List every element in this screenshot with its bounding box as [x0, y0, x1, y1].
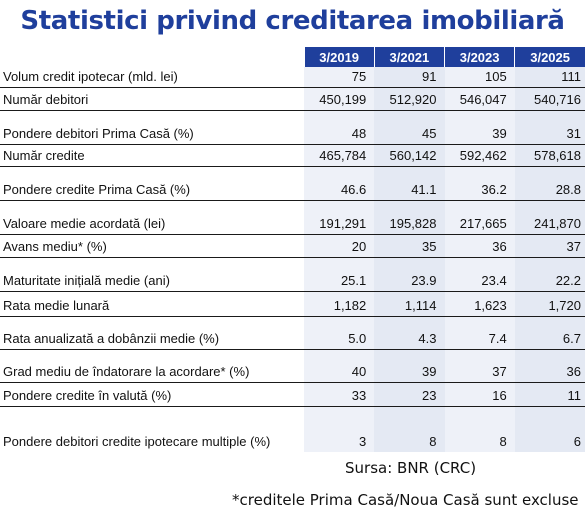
row-label: Valoare medie acordată (lei) — [0, 200, 305, 235]
row-value: 33 — [304, 382, 375, 407]
row-value: 1,720 — [514, 291, 585, 317]
table-row: Maturitate inițială medie (ani) 25.1 23.9 2… — [0, 257, 585, 292]
row-value: 241,870 — [514, 200, 585, 235]
row-label: Pondere debitori credite ipotecare multi… — [0, 406, 305, 452]
table-row: Pondere credite Prima Casă (%) 46.6 41.1 36… — [0, 166, 585, 201]
row-label: Număr debitori — [0, 87, 305, 111]
row-value: 512,920 — [374, 87, 445, 111]
row-value: 217,665 — [444, 200, 515, 235]
row-label: Volum credit ipotecar (mld. lei) — [0, 67, 305, 88]
row-value: 91 — [374, 67, 445, 88]
row-value: 1,114 — [374, 291, 445, 317]
row-value: 39 — [444, 110, 515, 145]
table-row: Pondere debitori Prima Casă (%) 48 45 39 31 — [0, 110, 585, 145]
table-row: Număr debitori 450,199 512,920 546,047 540,7… — [0, 87, 585, 111]
row-value: 4.3 — [374, 316, 445, 350]
row-value: 450,199 — [304, 87, 375, 111]
row-value: 23.4 — [444, 257, 515, 292]
row-value: 3 — [304, 406, 375, 452]
row-value: 578,618 — [514, 144, 585, 167]
row-value: 37 — [444, 349, 515, 383]
row-value: 6 — [514, 406, 585, 452]
row-value: 465,784 — [304, 144, 375, 167]
row-value: 36 — [514, 349, 585, 383]
row-value: 36.2 — [444, 166, 515, 201]
row-value: 36 — [444, 234, 515, 258]
footnote: *creditele Prima Casă/Noua Casă sunt exc… — [232, 491, 579, 509]
row-label: Avans mediu* (%) — [0, 234, 305, 258]
column-header: 3/2025 — [514, 47, 585, 67]
row-value: 592,462 — [444, 144, 515, 167]
table-row: Avans mediu* (%) 20 35 36 37 — [0, 234, 585, 258]
row-label: Număr credite — [0, 144, 305, 167]
table-row: Valoare medie acordată (lei) 191,291 195,8… — [0, 200, 585, 235]
column-header: 3/2019 — [303, 47, 375, 67]
table-row: Volum credit ipotecar (mld. lei) 75 91 105 1… — [0, 67, 585, 88]
row-value: 23 — [374, 382, 445, 407]
row-value: 48 — [304, 110, 375, 145]
statistics-table: 3/2019 3/2021 3/2023 3/2025 Volum credit… — [0, 47, 585, 452]
row-label: Maturitate inițială medie (ani) — [0, 257, 305, 292]
row-value: 25.1 — [304, 257, 375, 292]
row-value: 540,716 — [514, 87, 585, 111]
row-value: 546,047 — [444, 87, 515, 111]
row-value: 8 — [374, 406, 445, 452]
row-value: 22.2 — [514, 257, 585, 292]
row-value: 28.8 — [514, 166, 585, 201]
row-value: 46.6 — [304, 166, 375, 201]
row-label: Rata anualizată a dobânzii medie (%) — [0, 316, 305, 350]
table-row: Pondere debitori credite ipotecare multi… — [0, 406, 585, 452]
header-blank-cell — [0, 47, 305, 67]
row-value: 1,623 — [444, 291, 515, 317]
row-value: 41.1 — [374, 166, 445, 201]
page-title: Statistici privind creditarea imobiliară — [20, 6, 565, 36]
row-value: 5.0 — [304, 316, 375, 350]
row-value: 560,142 — [374, 144, 445, 167]
row-value: 11 — [514, 382, 585, 407]
source-note: Sursa: BNR (CRC) — [345, 459, 477, 477]
row-label: Rata medie lunară — [0, 291, 305, 317]
row-value: 23.9 — [374, 257, 445, 292]
column-header: 3/2023 — [443, 47, 515, 67]
row-value: 195,828 — [374, 200, 445, 235]
table-row: Rata anualizată a dobânzii medie (%) 5.0 4… — [0, 316, 585, 350]
row-value: 37 — [514, 234, 585, 258]
row-value: 16 — [444, 382, 515, 407]
row-label: Pondere credite în valută (%) — [0, 382, 305, 407]
table-row: Pondere credite în valută (%) 33 23 16 11 — [0, 382, 585, 407]
row-label: Pondere debitori Prima Casă (%) — [0, 110, 305, 145]
row-label: Grad mediu de îndatorare la acordare* (%… — [0, 349, 305, 383]
table-row: Grad mediu de îndatorare la acordare* (%… — [0, 349, 585, 383]
row-value: 39 — [374, 349, 445, 383]
column-header: 3/2021 — [373, 47, 445, 67]
row-label: Pondere credite Prima Casă (%) — [0, 166, 305, 201]
row-value: 20 — [304, 234, 375, 258]
row-value: 40 — [304, 349, 375, 383]
row-value: 105 — [444, 67, 515, 88]
row-value: 111 — [514, 67, 585, 88]
row-value: 75 — [304, 67, 375, 88]
table-row: Număr credite 465,784 560,142 592,462 578,61… — [0, 144, 585, 167]
row-value: 6.7 — [514, 316, 585, 350]
row-value: 191,291 — [304, 200, 375, 235]
row-value: 35 — [374, 234, 445, 258]
row-value: 1,182 — [304, 291, 375, 317]
table-row: Rata medie lunară 1,182 1,114 1,623 1,720 — [0, 291, 585, 317]
row-value: 8 — [444, 406, 515, 452]
row-value: 31 — [514, 110, 585, 145]
row-value: 45 — [374, 110, 445, 145]
row-value: 7.4 — [444, 316, 515, 350]
table-header-row: 3/2019 3/2021 3/2023 3/2025 — [0, 47, 585, 67]
